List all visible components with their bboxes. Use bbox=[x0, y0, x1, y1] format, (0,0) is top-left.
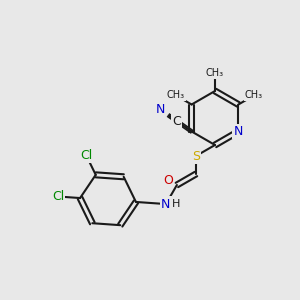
Text: N: N bbox=[156, 103, 165, 116]
Text: CH₃: CH₃ bbox=[206, 68, 224, 78]
Text: Cl: Cl bbox=[80, 148, 92, 162]
Text: N: N bbox=[161, 198, 171, 211]
Text: CH₃: CH₃ bbox=[167, 91, 185, 100]
Text: O: O bbox=[163, 173, 173, 187]
Text: CH₃: CH₃ bbox=[245, 91, 263, 100]
Text: H: H bbox=[172, 199, 180, 209]
Text: N: N bbox=[234, 125, 243, 138]
Text: Cl: Cl bbox=[52, 190, 64, 203]
Text: C: C bbox=[172, 115, 181, 128]
Text: S: S bbox=[192, 149, 200, 163]
